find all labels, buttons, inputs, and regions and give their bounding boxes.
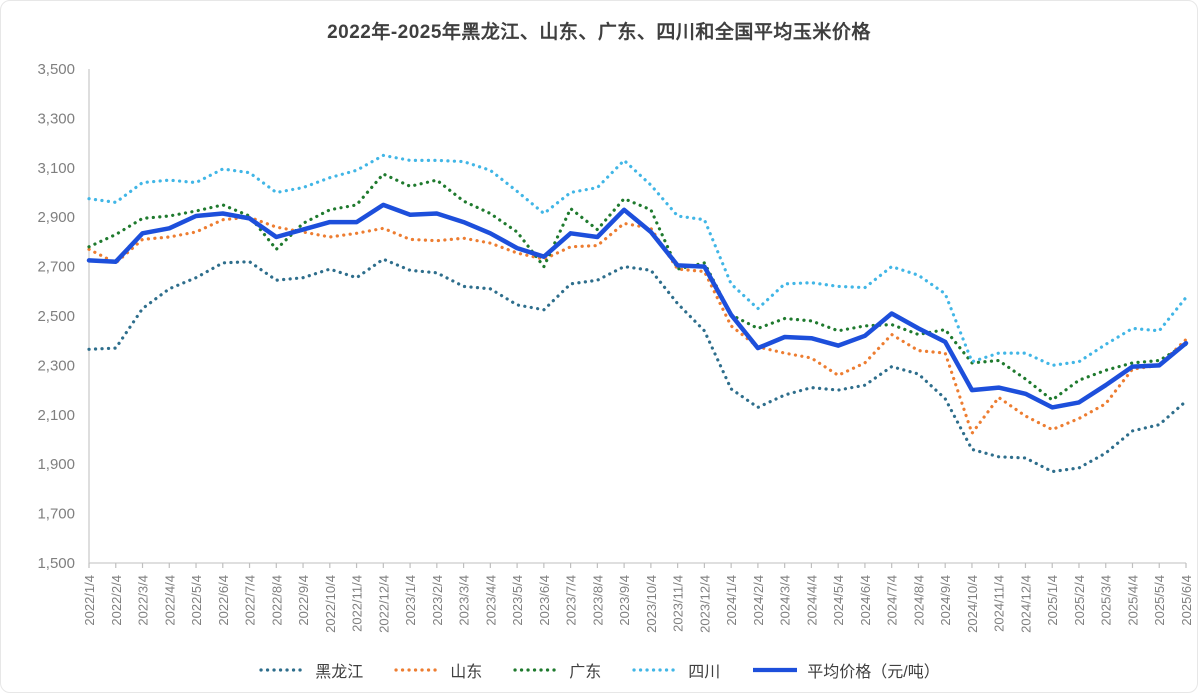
legend-item-heilongjiang: 黑龙江	[258, 658, 363, 682]
x-axis-label: 2024/2/4	[751, 575, 766, 626]
x-axis-label: 2022/10/4	[323, 575, 338, 633]
x-axis-label: 2023/5/4	[510, 575, 525, 626]
x-axis-label: 2025/1/4	[1045, 575, 1060, 626]
y-axis-label: 3,500	[37, 61, 75, 78]
x-axis-label: 2022/2/4	[109, 575, 124, 626]
legend-label: 黑龙江	[315, 664, 364, 681]
x-axis-label: 2022/12/4	[376, 575, 391, 633]
y-axis-label: 2,300	[37, 357, 75, 374]
x-axis-label: 2022/8/4	[269, 575, 284, 626]
series-line-average	[86, 202, 1189, 410]
series-line-sichuan	[87, 153, 1188, 367]
series-line-guangdong	[87, 172, 1188, 402]
x-axis-label: 2022/3/4	[136, 575, 151, 626]
x-axis-label: 2023/9/4	[617, 575, 632, 626]
x-axis-label: 2023/11/4	[671, 575, 686, 632]
x-axis-label: 2024/9/4	[938, 575, 953, 626]
x-axis-label: 2023/10/4	[644, 575, 659, 633]
x-axis-label: 2024/5/4	[831, 575, 846, 626]
legend-item-shandong: 山东	[393, 658, 482, 682]
x-axis-label: 2024/8/4	[911, 575, 926, 626]
x-axis-label: 2022/9/4	[296, 575, 311, 626]
y-axis-label: 3,100	[37, 160, 75, 177]
legend-label: 四川	[688, 664, 721, 681]
x-axis-label: 2023/6/4	[537, 575, 552, 626]
series-line-shandong	[87, 215, 1188, 435]
legend-label: 广东	[569, 664, 602, 681]
x-axis-label: 2022/1/4	[82, 575, 97, 626]
x-axis-label: 2024/7/4	[885, 575, 900, 626]
x-axis-label: 2022/7/4	[243, 575, 258, 626]
series-line-heilongjiang	[87, 257, 1188, 474]
y-axis-label: 2,100	[37, 407, 75, 424]
y-axis-label: 1,900	[37, 456, 75, 473]
x-axis-label: 2023/2/4	[430, 575, 445, 626]
x-axis-label: 2023/8/4	[590, 575, 605, 626]
chart-title: 2022年-2025年黑龙江、山东、广东、四川和全国平均玉米价格	[327, 22, 871, 43]
plot-area: 3,500 3,300 3,100 2,900 2,700 2,500 2,300 2,100…	[37, 61, 1194, 633]
legend-item-sichuan: 四川	[631, 658, 720, 682]
legend-label: 平均价格（元/吨）	[807, 664, 940, 681]
x-axis-label: 2025/3/4	[1099, 575, 1114, 626]
legend-marker-sichuan	[632, 668, 680, 672]
legend: 黑龙江 山东 广东 四川 平均价格（元/吨）	[1, 658, 1197, 682]
x-axis-label: 2024/4/4	[804, 575, 819, 626]
y-axis-label: 3,300	[37, 110, 75, 127]
x-axis-label: 2024/1/4	[724, 575, 739, 626]
x-axis-label: 2024/11/4	[992, 575, 1007, 632]
x-axis-label: 2024/12/4	[1018, 575, 1033, 633]
x-axis-label: 2022/5/4	[189, 575, 204, 626]
legend-marker-shandong	[394, 668, 442, 672]
legend-marker-heilongjiang	[259, 668, 307, 672]
x-axis-label: 2022/11/4	[350, 575, 365, 632]
x-axis-label: 2024/6/4	[858, 575, 873, 626]
x-axis-label: 2023/1/4	[403, 575, 418, 626]
x-axis-label: 2024/10/4	[965, 575, 980, 633]
x-axis-label: 2023/7/4	[564, 575, 579, 626]
x-axis-label: 2023/12/4	[697, 575, 712, 633]
x-axis-label: 2023/3/4	[457, 575, 472, 626]
x-axis-label: 2022/4/4	[162, 575, 177, 626]
x-axis-label: 2022/6/4	[216, 575, 231, 626]
legend-label: 山东	[450, 664, 483, 681]
legend-item-average: 平均价格（元/吨）	[750, 658, 940, 682]
x-axis-label: 2024/3/4	[778, 575, 793, 626]
x-axis-label: 2025/6/4	[1179, 575, 1194, 626]
x-axis-label: 2025/5/4	[1152, 575, 1167, 626]
y-axis-label: 1,500	[37, 555, 75, 572]
y-axis-label: 2,700	[37, 259, 75, 276]
y-axis-label: 2,500	[37, 308, 75, 325]
y-axis-label: 1,700	[37, 506, 75, 523]
x-axis-label: 2023/4/4	[483, 575, 498, 626]
legend-item-guangdong: 广东	[512, 658, 601, 682]
x-axis-label: 2025/2/4	[1072, 575, 1087, 626]
y-axis-label: 2,900	[37, 209, 75, 226]
legend-marker-guangdong	[513, 668, 561, 672]
legend-marker-average	[753, 667, 798, 673]
x-axis-label: 2025/4/4	[1125, 575, 1140, 626]
